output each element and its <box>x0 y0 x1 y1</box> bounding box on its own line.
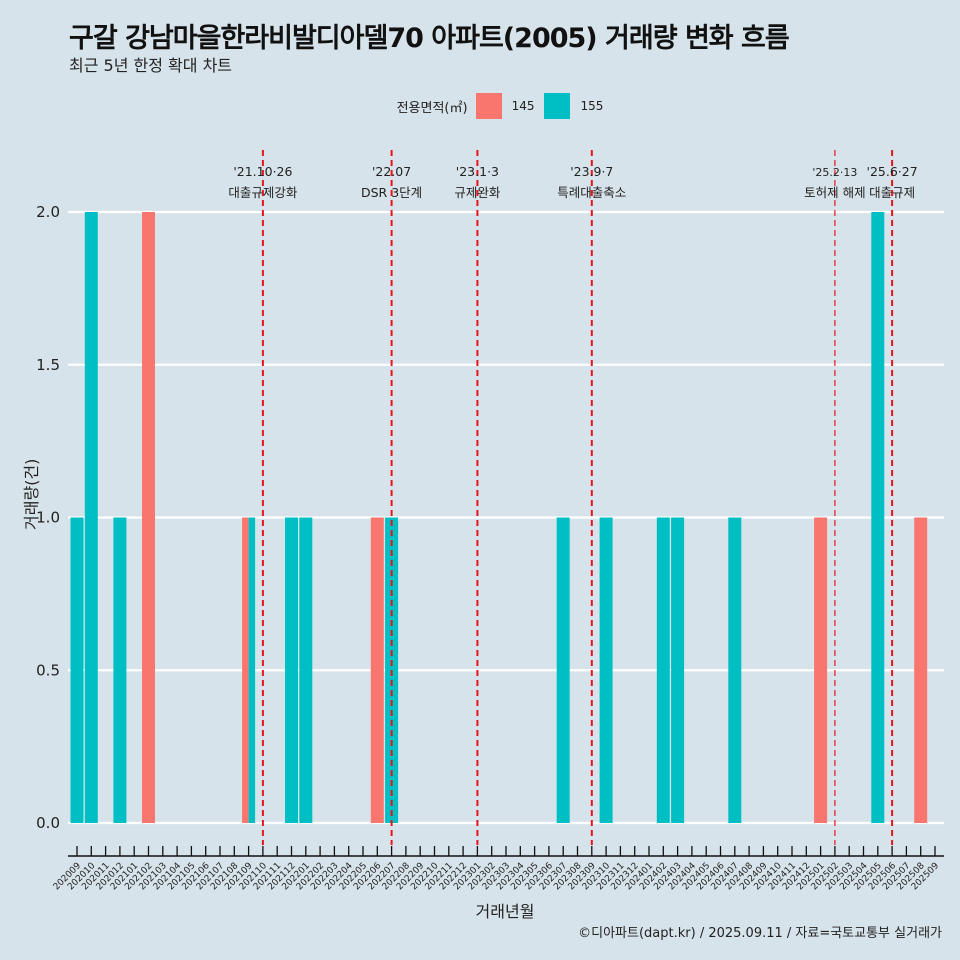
bar-155-202012 <box>113 517 127 823</box>
event-date-label: '23.9·7 <box>570 164 613 179</box>
source-caption: ©디아파트(dapt.kr) / 2025.09.11 / 자료=국토교통부 실… <box>578 926 942 941</box>
event-date-label: '25.2·13 <box>812 166 857 179</box>
bar-145-202206 <box>370 517 384 823</box>
event-date-label: '25.6·27 <box>867 164 918 179</box>
event-name-label: 대출규제강화 <box>228 185 298 200</box>
event-name-label: 특례대출축소 <box>557 185 626 200</box>
legend-swatch-145 <box>475 93 502 119</box>
chart-title: 구갈 강남마을한라비발디아델70 아파트(2005) 거래량 변화 흐름 <box>69 23 790 54</box>
chart-subtitle: 최근 5년 한정 확대 차트 <box>69 56 233 75</box>
bar-155-202010 <box>84 212 98 823</box>
bar-145-202102 <box>142 212 155 823</box>
bar-155-202407 <box>728 517 742 823</box>
legend: 전용면적(㎡) 145 155 <box>0 93 960 119</box>
y-axis-label: 거래량(건) <box>22 458 41 530</box>
y-tick-label: 0.0 <box>36 814 60 832</box>
y-tick-label: 2.0 <box>36 203 60 221</box>
legend-label-145: 145 <box>511 99 535 113</box>
bar-155-202402 <box>656 517 670 823</box>
event-name-label: 토허제 해제 <box>804 185 865 200</box>
event-date-label: '21.10·26 <box>233 164 292 179</box>
bar-155-202310 <box>599 517 613 823</box>
legend-label-155: 155 <box>580 99 604 113</box>
bar-155-202112 <box>285 517 298 823</box>
legend-swatch-155 <box>544 93 571 119</box>
event-name-label: 규제완화 <box>454 185 501 200</box>
bar-155-202307 <box>556 517 570 823</box>
bar-145-202109 <box>242 517 249 823</box>
x-axis-label: 거래년월 <box>475 902 535 921</box>
event-name-label: DSR 3단계 <box>361 185 422 200</box>
bar-155-202109 <box>248 517 256 823</box>
y-tick-label: 1.5 <box>36 356 60 374</box>
y-tick-label: 0.5 <box>36 661 60 679</box>
event-date-label: '23.1·3 <box>456 164 499 179</box>
legend-title: 전용면적(㎡) <box>396 100 468 116</box>
bar-145-202501 <box>814 517 828 823</box>
y-tick-label: 1.0 <box>36 509 60 527</box>
bar-155-202505 <box>871 212 885 823</box>
event-date-label: '22.07 <box>372 164 411 179</box>
bar-155-202403 <box>671 517 685 823</box>
bar-145-202508 <box>914 517 928 823</box>
event-name-label: 대출규제 <box>869 185 915 200</box>
bar-155-202009 <box>70 517 84 823</box>
bar-155-202201 <box>299 517 313 823</box>
